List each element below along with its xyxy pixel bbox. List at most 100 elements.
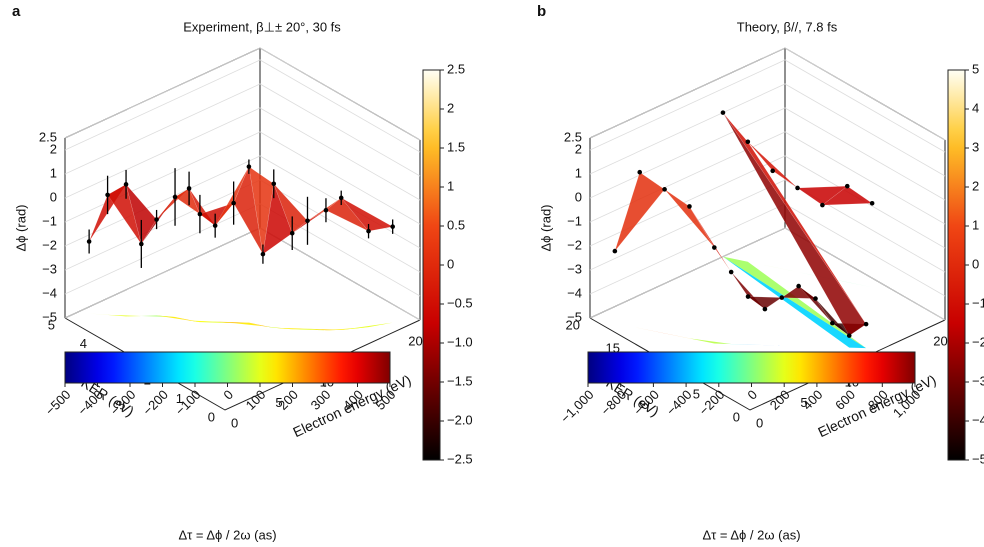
data-point bbox=[770, 168, 775, 174]
z-tick-label: −1 bbox=[567, 213, 582, 228]
surface-facet bbox=[664, 189, 715, 248]
colorbar-tick-label: −2 bbox=[972, 334, 984, 349]
data-point bbox=[745, 294, 751, 299]
data-point bbox=[186, 186, 192, 191]
grid-line bbox=[64, 47, 421, 141]
colorbar-tick-label: −5 bbox=[972, 451, 984, 466]
grid-line bbox=[64, 59, 421, 153]
floor-facet bbox=[233, 322, 263, 327]
panel-label: a bbox=[12, 3, 21, 20]
grid-line bbox=[589, 83, 946, 177]
data-point bbox=[745, 139, 751, 145]
data-point bbox=[728, 269, 734, 275]
x-tick-label: 0 bbox=[231, 415, 238, 430]
data-point bbox=[869, 200, 875, 206]
y-tick-label: 5 bbox=[48, 317, 55, 332]
floor-facet bbox=[248, 322, 274, 328]
floor-facet bbox=[341, 322, 393, 330]
data-point bbox=[390, 224, 395, 229]
z-tick-label: −2 bbox=[567, 237, 582, 252]
grid-line bbox=[589, 155, 946, 249]
data-point bbox=[813, 296, 818, 301]
colorbar-tick-label: 0 bbox=[744, 387, 760, 403]
data-point bbox=[197, 211, 203, 217]
data-point bbox=[366, 228, 371, 234]
colorbar-tick-label: 1 bbox=[972, 217, 979, 232]
colorbar-tick-label: 5 bbox=[972, 61, 979, 76]
box-edge bbox=[64, 47, 421, 141]
grid-line bbox=[589, 227, 946, 321]
colorbar bbox=[947, 69, 966, 461]
surface-facet bbox=[689, 206, 732, 273]
data-point bbox=[231, 200, 236, 206]
data-point bbox=[105, 192, 110, 198]
colorbar-tick-label: −2.0 bbox=[447, 412, 473, 427]
colorbar-tick-label: 1 bbox=[447, 178, 454, 193]
z-tick-label: −1 bbox=[42, 213, 57, 228]
data-point bbox=[779, 295, 785, 300]
z-tick-label: −4 bbox=[42, 285, 57, 300]
colorbar-tick-label: −1.0 bbox=[447, 334, 473, 349]
floor-facet bbox=[292, 328, 326, 331]
colorbar-tick-label: 1.5 bbox=[447, 139, 465, 154]
z-tick-label: 2 bbox=[575, 141, 582, 156]
x-tick-label: 5 bbox=[800, 395, 807, 410]
z-tick-label: −2 bbox=[42, 237, 57, 252]
colorbar-tick-label: −400 bbox=[663, 387, 694, 418]
colorbar bbox=[64, 351, 391, 384]
colorbar-tick-label: −4 bbox=[972, 412, 984, 427]
data-point bbox=[338, 195, 344, 201]
z-tick-label: −3 bbox=[567, 261, 582, 276]
surface-facet bbox=[107, 183, 142, 245]
x-tick-label: 20 bbox=[408, 334, 422, 349]
floor-facet bbox=[215, 321, 249, 324]
x-tick-label: 20 bbox=[933, 334, 947, 349]
colorbar bbox=[587, 351, 916, 384]
floor-facet bbox=[822, 277, 873, 288]
z-axis-label: Δϕ (rad) bbox=[13, 204, 28, 251]
surface-facet bbox=[125, 184, 157, 245]
colorbar-tick-label: 4 bbox=[972, 100, 979, 115]
floor-facet bbox=[664, 333, 715, 344]
floor-facet bbox=[639, 328, 690, 339]
box-edge bbox=[589, 47, 946, 141]
floor-facet bbox=[175, 316, 200, 323]
y-tick-label: 4 bbox=[80, 336, 87, 351]
grid-line bbox=[589, 179, 946, 273]
data-point bbox=[796, 283, 801, 289]
colorbar-tick-label: 100 bbox=[243, 387, 269, 413]
z-tick-label: 0 bbox=[575, 189, 582, 204]
data-point bbox=[323, 207, 329, 213]
data-point bbox=[154, 217, 159, 222]
data-point bbox=[212, 223, 218, 228]
colorbar-tick-label: 0.5 bbox=[447, 217, 465, 232]
colorbar-label: Δτ = Δϕ / 2ω (as) bbox=[178, 527, 276, 542]
grid-line bbox=[64, 83, 421, 177]
grid-line bbox=[589, 107, 946, 201]
floor-facet bbox=[614, 323, 665, 334]
colorbar bbox=[422, 69, 441, 461]
box-edge bbox=[64, 317, 421, 411]
colorbar-tick-label: −200 bbox=[140, 387, 171, 418]
panel-label: b bbox=[537, 3, 546, 20]
data-point bbox=[86, 239, 92, 244]
data-point bbox=[260, 251, 266, 257]
floor-facet bbox=[199, 321, 234, 324]
colorbar-tick-label: −200 bbox=[696, 387, 727, 418]
data-point bbox=[305, 218, 310, 224]
z-axis-label: Δϕ (rad) bbox=[538, 204, 553, 251]
data-point bbox=[820, 202, 825, 208]
colorbar-tick-label: 0 bbox=[220, 387, 236, 403]
z-tick-label: 0 bbox=[50, 189, 57, 204]
data-point bbox=[172, 194, 178, 200]
floor-facet bbox=[107, 314, 142, 317]
y-tick-label: 0 bbox=[208, 409, 215, 424]
surface-facet bbox=[273, 183, 308, 234]
y-tick-label: 5 bbox=[693, 386, 700, 401]
z-tick-label: 1 bbox=[50, 165, 57, 180]
x-tick-label: 5 bbox=[275, 395, 282, 410]
y-tick-label: 0 bbox=[733, 409, 740, 424]
surface-facet bbox=[341, 197, 394, 232]
data-point bbox=[612, 248, 618, 254]
